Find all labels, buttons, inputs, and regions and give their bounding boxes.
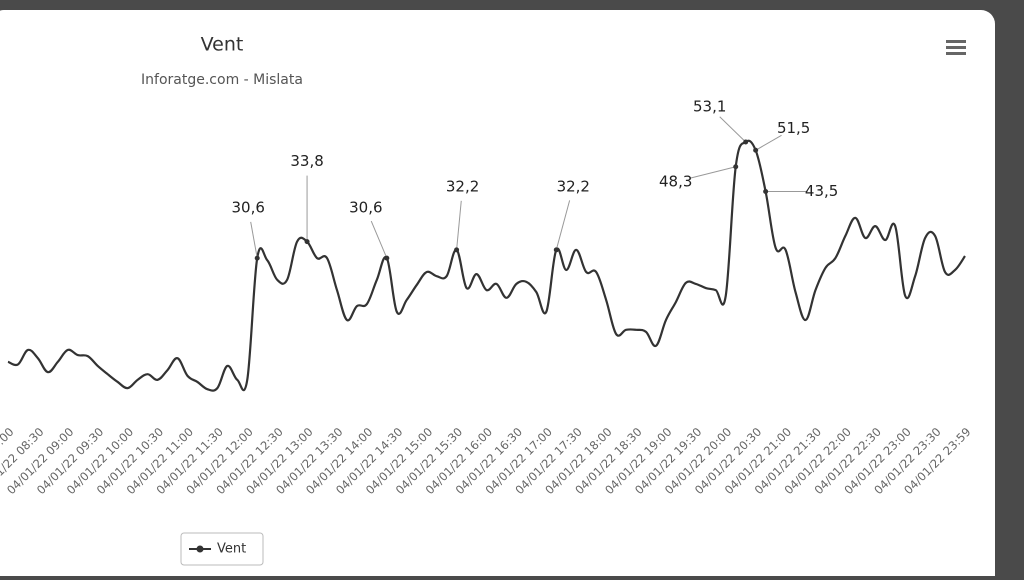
legend-item[interactable]: Vent bbox=[189, 542, 246, 557]
data-label: 30,6 bbox=[232, 199, 265, 217]
label-connector bbox=[456, 200, 462, 250]
label-connector bbox=[250, 221, 258, 259]
chart-card bbox=[0, 10, 995, 580]
point-marker bbox=[384, 255, 390, 261]
menu-button[interactable] bbox=[946, 40, 966, 55]
point-marker bbox=[304, 239, 310, 245]
point-marker bbox=[763, 189, 769, 195]
legend-box bbox=[180, 532, 264, 566]
point-marker bbox=[454, 247, 460, 253]
label-connector bbox=[689, 166, 736, 179]
data-label: 43,5 bbox=[805, 182, 838, 200]
data-label: 33,8 bbox=[290, 152, 323, 170]
label-connector bbox=[755, 134, 782, 151]
point-marker bbox=[553, 247, 559, 253]
point-marker bbox=[743, 139, 749, 145]
point-marker bbox=[254, 255, 260, 261]
data-label: 32,2 bbox=[446, 177, 479, 195]
data-label: 48,3 bbox=[659, 172, 692, 190]
chart-subtitle: Inforatge.com - Mislata bbox=[141, 72, 303, 88]
data-label: 30,6 bbox=[349, 199, 382, 217]
point-marker bbox=[753, 147, 759, 153]
label-connector bbox=[719, 116, 747, 143]
data-label: 51,5 bbox=[777, 119, 810, 137]
point-marker bbox=[733, 164, 739, 170]
legend-label: Vent bbox=[217, 542, 246, 557]
data-label: 53,1 bbox=[693, 98, 726, 116]
chart-title: Vent bbox=[201, 34, 244, 56]
data-label: 32,2 bbox=[557, 177, 590, 195]
line bbox=[7, 139, 966, 392]
label-connector bbox=[370, 220, 388, 259]
label-connector bbox=[555, 200, 571, 250]
